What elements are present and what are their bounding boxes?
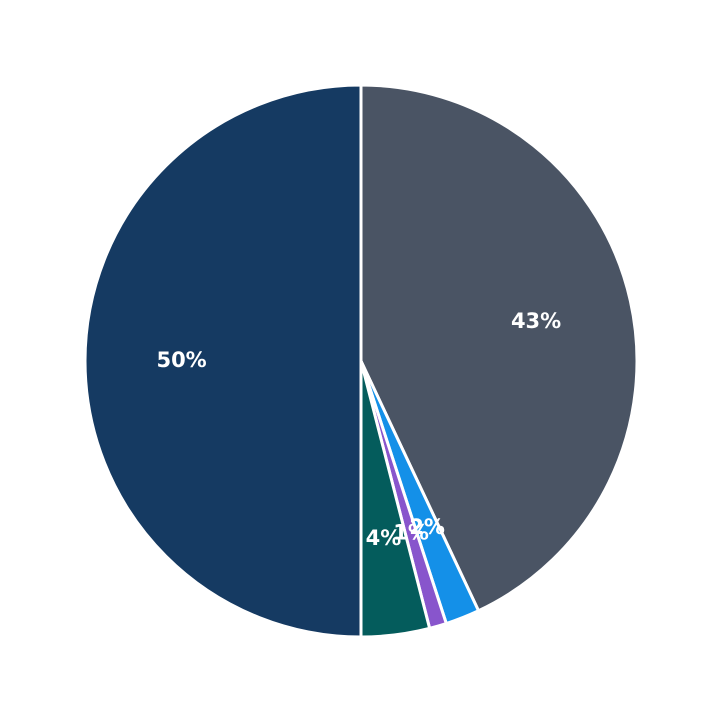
pie-slice <box>83 83 363 639</box>
slice-label: 2% <box>409 515 445 539</box>
slice-label: 43% <box>511 309 561 333</box>
slice-label: 4% <box>366 526 402 550</box>
slice-label: 50% <box>156 348 206 372</box>
pie-slice <box>359 83 639 613</box>
slice-label: 1% <box>393 520 429 544</box>
